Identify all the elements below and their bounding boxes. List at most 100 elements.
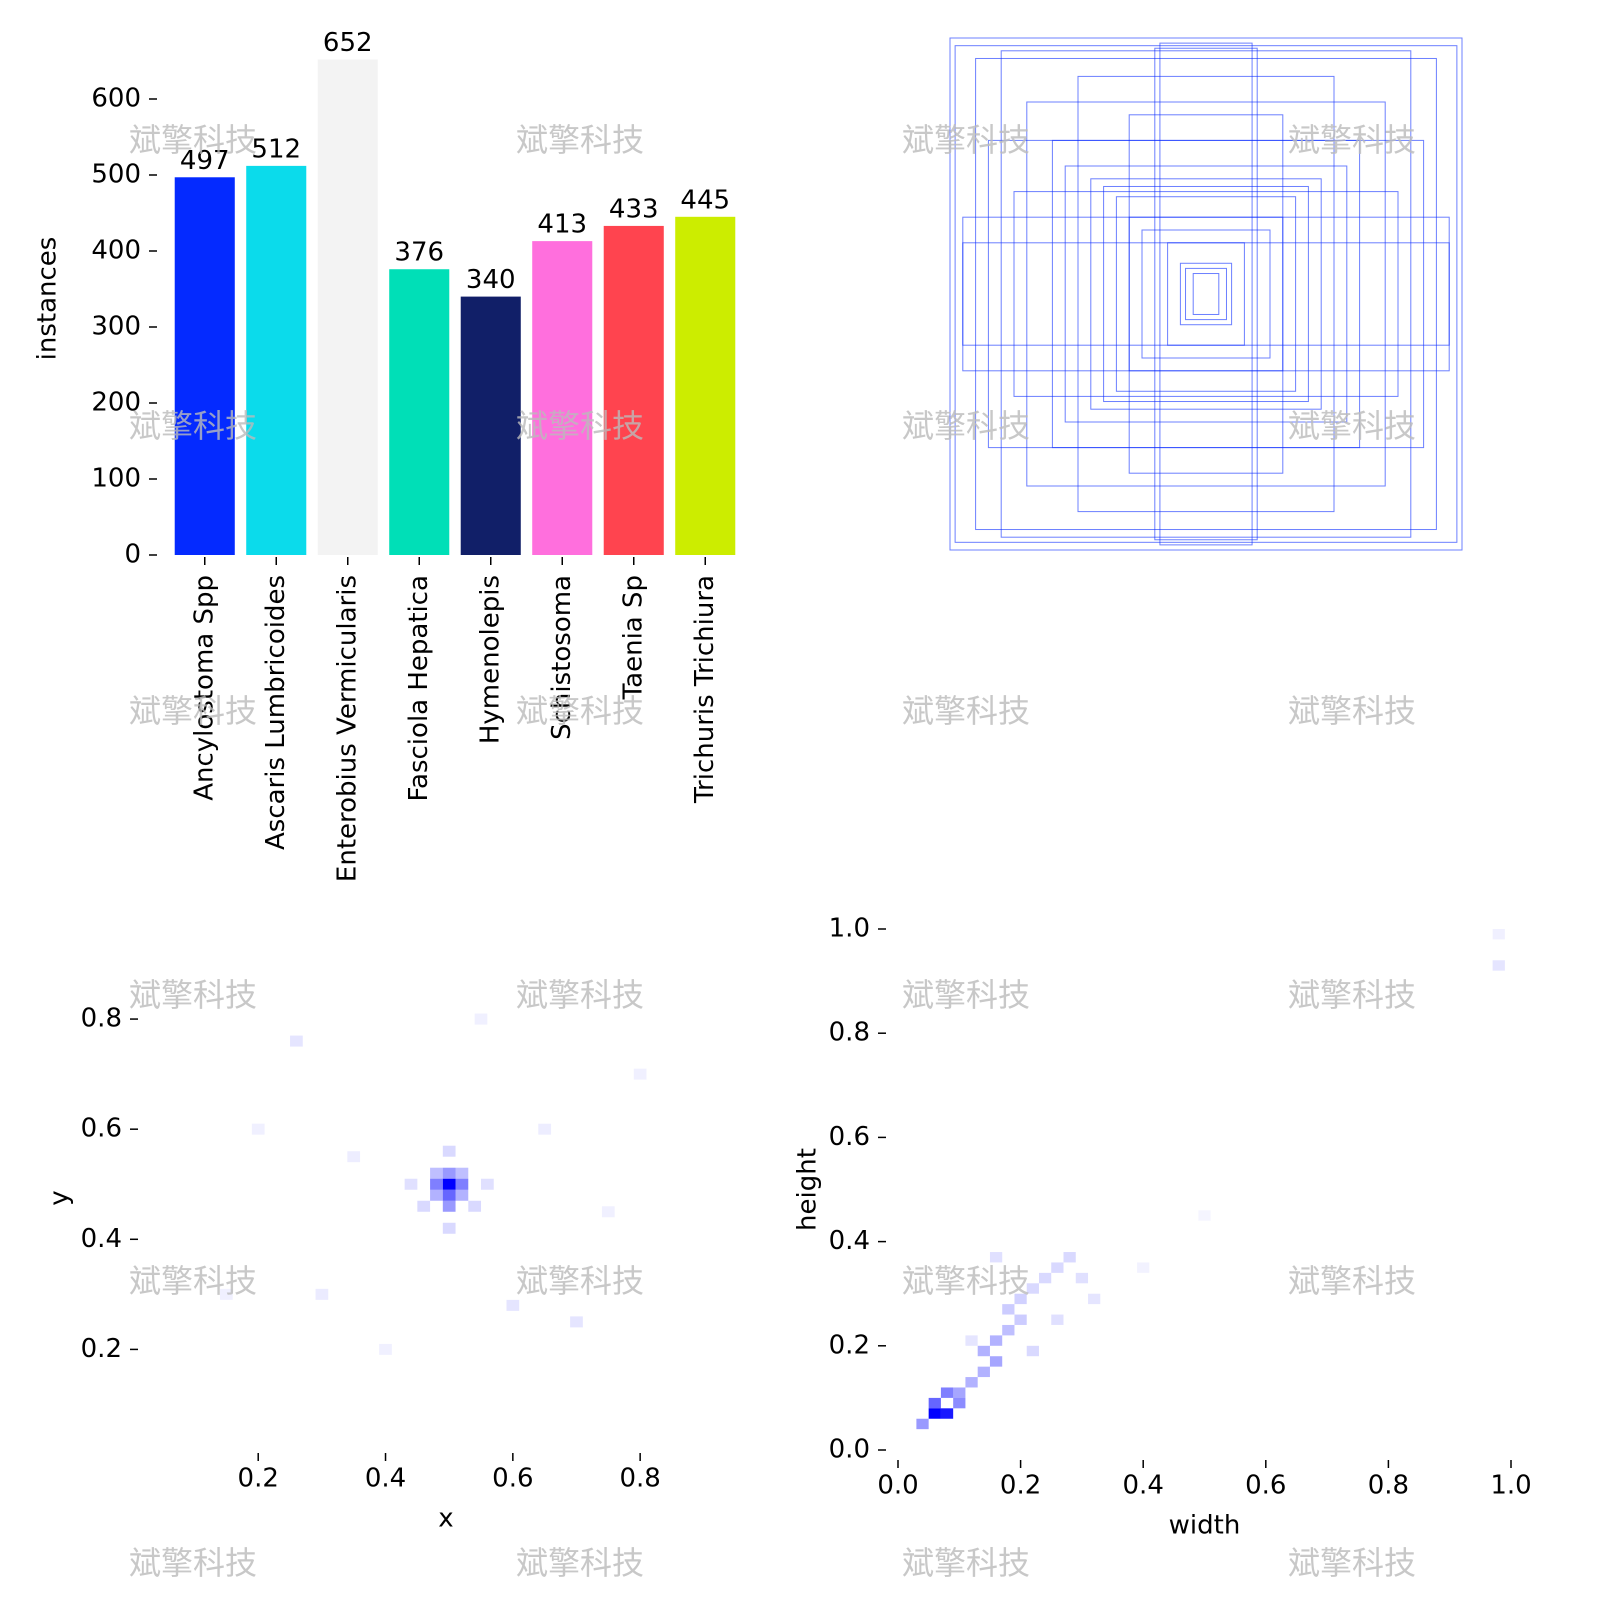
y-tick-label: 0.8 (829, 1018, 870, 1048)
box (1141, 229, 1271, 359)
heat-cell (1038, 1272, 1052, 1284)
watermark: 斌擎科技 (902, 407, 1030, 445)
box (1159, 42, 1253, 546)
watermark: 斌擎科技 (902, 976, 1030, 1014)
heat-cell (989, 1252, 1003, 1263)
watermark: 斌擎科技 (1288, 407, 1416, 445)
watermark: 斌擎科技 (516, 1544, 644, 1582)
watermark: 斌擎科技 (516, 121, 644, 159)
heat-cell (442, 1167, 456, 1179)
box (949, 37, 1463, 551)
x-tick-label: 0.0 (877, 1471, 918, 1501)
bar (389, 269, 450, 555)
heat-cell (1063, 1252, 1076, 1263)
value-label: 433 (609, 194, 659, 224)
x-tick-label: Ascaris Lumbricoides (261, 575, 291, 850)
value-label: 340 (466, 265, 516, 295)
heat-cell (442, 1200, 456, 1212)
box (1013, 191, 1399, 397)
heat-cell (1026, 1345, 1039, 1357)
heat-cell (977, 1366, 990, 1378)
heat-cell (989, 1335, 1003, 1346)
box (1154, 47, 1258, 541)
x-tick-label: Trichuris Trichiura (690, 575, 720, 804)
box (987, 139, 1425, 449)
watermark: 斌擎科技 (1288, 121, 1416, 159)
box (1179, 262, 1233, 326)
value-label: 652 (323, 28, 373, 58)
y-axis-label: instances (33, 237, 63, 361)
heat-cell (506, 1299, 520, 1311)
heat-cell (570, 1316, 583, 1328)
heat-cell (940, 1408, 954, 1419)
heat-cell (953, 1397, 966, 1409)
heat-cell (1137, 1262, 1150, 1273)
y-tick-label: 600 (91, 84, 141, 114)
heat-cell (1198, 1210, 1211, 1221)
box (1064, 165, 1348, 423)
box (975, 57, 1437, 531)
x-axis-label: width (1169, 1511, 1241, 1541)
x-tick-label: 0.2 (238, 1464, 279, 1494)
x-tick-label: 0.2 (1000, 1471, 1041, 1501)
bar (675, 216, 736, 556)
heat-cell (928, 1397, 941, 1409)
bar (174, 177, 235, 555)
x-tick-label: 0.4 (365, 1464, 406, 1494)
x-tick-label: Hymenolepis (475, 575, 505, 744)
heat-cell (315, 1288, 329, 1300)
heat-cell (481, 1178, 494, 1190)
heat-cell (633, 1068, 647, 1080)
bar (246, 165, 307, 555)
watermark: 斌擎科技 (129, 121, 257, 159)
y-axis-label: y (45, 1190, 75, 1205)
bar (317, 59, 378, 555)
heat-cell (1492, 929, 1505, 940)
heat-cell (430, 1189, 443, 1201)
heat-cell (442, 1145, 456, 1157)
watermark: 斌擎科技 (129, 407, 257, 445)
bar (460, 296, 521, 555)
y-tick-label: 1.0 (829, 914, 870, 944)
heat-cell (1088, 1293, 1101, 1305)
heat-cell (977, 1345, 990, 1357)
watermark: 斌擎科技 (902, 692, 1030, 730)
heat-cell (474, 1013, 488, 1025)
heat-cell (953, 1387, 966, 1398)
heat-cell (1026, 1283, 1039, 1294)
heat-cell (455, 1178, 469, 1190)
value-label: 497 (180, 146, 230, 176)
heat-cell (442, 1189, 456, 1201)
box (1000, 50, 1412, 538)
watermark: 斌擎科技 (516, 976, 644, 1014)
heat-cell (1075, 1272, 1089, 1284)
watermark: 斌擎科技 (1288, 976, 1416, 1014)
box (1192, 273, 1220, 315)
y-tick-label: 0 (124, 540, 141, 570)
heat-cell (989, 1356, 1003, 1367)
box (954, 45, 1458, 543)
y-tick-label: 0.4 (829, 1226, 870, 1256)
watermark: 斌擎科技 (516, 1262, 644, 1300)
box (1167, 242, 1245, 346)
y-tick-label: 0.8 (81, 1004, 122, 1034)
watermark: 斌擎科技 (129, 1544, 257, 1582)
heat-cell (1002, 1304, 1015, 1315)
watermark: 斌擎科技 (129, 976, 257, 1014)
bar (603, 225, 664, 556)
box (962, 216, 1450, 372)
heat-cell (379, 1343, 392, 1355)
y-tick-label: 0.6 (81, 1114, 122, 1144)
heat-cell (916, 1418, 929, 1430)
y-tick-label: 0.0 (829, 1435, 870, 1465)
x-tick-label: Schistosoma (547, 575, 577, 740)
value-label: 445 (680, 185, 730, 215)
x-tick-label: Enterobius Vermicularis (332, 575, 362, 882)
box (962, 242, 1450, 346)
y-tick-label: 500 (91, 160, 141, 190)
y-tick-label: 0.6 (829, 1122, 870, 1152)
watermark: 斌擎科技 (129, 1262, 257, 1300)
x-axis-label: x (438, 1504, 453, 1534)
heat-cell (1014, 1314, 1027, 1325)
y-tick-label: 300 (91, 312, 141, 342)
